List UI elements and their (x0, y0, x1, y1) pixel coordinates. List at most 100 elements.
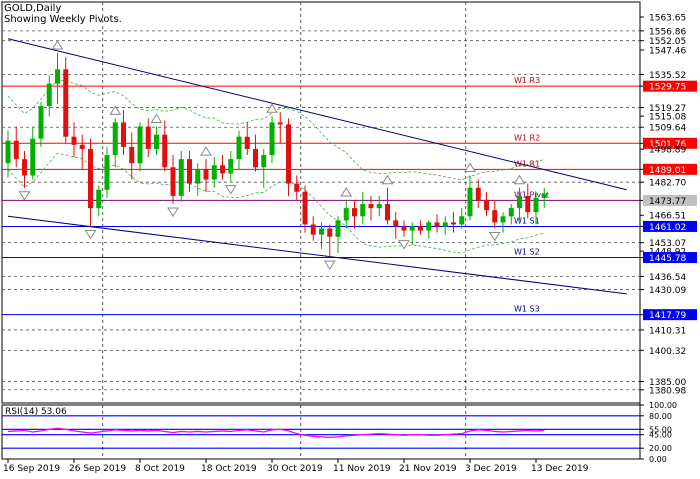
candle-body (459, 216, 465, 225)
price-tick-label: 1563.65 (649, 13, 686, 23)
fractal-down-marker (224, 185, 237, 195)
x-tick-label: 16 Sep 2019 (3, 464, 60, 474)
candle-body (71, 136, 77, 145)
candle-body (401, 226, 407, 231)
candle-body (492, 210, 498, 223)
price-tick-label: 1547.46 (649, 47, 686, 57)
rsi-title: RSI(14) 53.06 (5, 407, 67, 417)
candle-body (385, 204, 390, 221)
pivot-label: W1 S3 (514, 305, 540, 314)
pivot-label: W1 R3 (514, 76, 540, 85)
price-tick-label: 1552.05 (649, 37, 686, 47)
rsi-pane: RSI(14) 53.06 (1, 404, 641, 460)
candle-body (187, 159, 192, 184)
trendline-lower (7, 215, 627, 295)
candle-body (129, 146, 135, 164)
price-label-bg (643, 309, 697, 321)
price-label-bg (643, 194, 697, 206)
candle-body (418, 226, 423, 231)
price-tick-label: 1501.76 (649, 140, 686, 150)
x-tick-label: 8 Oct 2019 (135, 464, 185, 474)
candle-body (541, 193, 547, 198)
price-pane: W1 R3 W1 R2 W1 R1 W1 Pivot W1 S1 W1 S2 W1 S3 (1, 1, 641, 404)
price-tick-label: 1519.27 (649, 104, 686, 114)
candle-body (195, 169, 201, 184)
x-tick-label: 11 Nov 2019 (333, 464, 391, 474)
price-tick-label: 1489.01 (649, 166, 686, 176)
pivot-label: W1 S2 (514, 248, 540, 257)
candle-body (475, 187, 481, 200)
fractal-up-marker (150, 113, 163, 123)
x-tick-label: 26 Sep 2019 (69, 464, 126, 474)
candle-body (500, 216, 506, 223)
candle-body (220, 165, 225, 174)
price-tick-label: 1498.89 (649, 146, 686, 156)
candle-body (137, 126, 143, 164)
candle-body (525, 195, 531, 213)
candle-body (426, 222, 432, 231)
candle-body (467, 187, 473, 217)
candle-body (236, 136, 242, 160)
candle-body (517, 195, 522, 209)
candle-body (327, 228, 333, 237)
candle-body (154, 134, 159, 149)
candle-body (253, 148, 258, 168)
candle-body (286, 124, 291, 184)
price-label-bg (643, 137, 697, 149)
price-tick-label: 1453.07 (649, 239, 686, 249)
candle-body (63, 69, 69, 137)
candle-body (38, 106, 44, 139)
candle-body (261, 155, 267, 168)
pivot-label: W1 R1 (514, 159, 540, 168)
candle-body (484, 199, 489, 211)
candle-body (46, 83, 52, 107)
chart-title: GOLD,Daily (4, 3, 62, 14)
rsi-tick-label: 80.00 (649, 412, 672, 421)
price-tick-label: 1509.64 (649, 124, 686, 134)
candle-body (88, 148, 93, 209)
price-tick-label: 1473.77 (649, 197, 686, 207)
price-tick-label: 1417.79 (649, 311, 686, 321)
price-label-bg (643, 220, 697, 232)
price-tick-label: 1380.98 (649, 386, 686, 396)
price-tick-label: 1529.75 (649, 83, 686, 93)
candle-body (162, 134, 168, 168)
candle-body (211, 165, 217, 180)
fractal-up-marker (51, 40, 64, 50)
candle-body (178, 159, 184, 196)
candle-body (533, 197, 539, 213)
fractal-up-marker (266, 103, 278, 113)
fractal-up-marker (200, 146, 212, 156)
x-tick-label: 21 Nov 2019 (399, 464, 457, 474)
price-label-bg (643, 80, 697, 92)
rsi-tick-label: 0.00 (649, 455, 667, 464)
trendline-upper (7, 38, 627, 191)
candle-body (228, 159, 234, 174)
candle-body (203, 169, 209, 180)
candle-body (269, 122, 275, 156)
price-tick-label: 1482.70 (649, 179, 686, 189)
fractal-up-marker (381, 174, 394, 185)
candle-body (335, 220, 341, 237)
price-label-bg (643, 163, 697, 175)
rsi-tick-label: 20.00 (649, 444, 672, 453)
pivot-label: W1 S1 (514, 216, 540, 225)
fractal-down-marker (167, 207, 179, 217)
rsi-tick-label: 45.00 (649, 431, 672, 440)
fractal-up-marker (340, 187, 353, 197)
candle-body (145, 126, 151, 149)
candle-body (244, 136, 250, 149)
fractal-down-marker (18, 191, 31, 201)
candle-body (434, 222, 440, 227)
fractal-down-marker (84, 229, 97, 240)
price-tick-label: 1385.00 (649, 378, 686, 388)
candle-body (112, 122, 118, 156)
candle-body (319, 228, 324, 235)
candle-body (442, 222, 448, 227)
candle-body (104, 155, 110, 190)
price-tick-label: 1436.54 (649, 273, 686, 283)
fractal-up-marker (109, 105, 122, 115)
x-tick-label: 18 Oct 2019 (201, 464, 257, 474)
price-label-bg (643, 252, 697, 264)
